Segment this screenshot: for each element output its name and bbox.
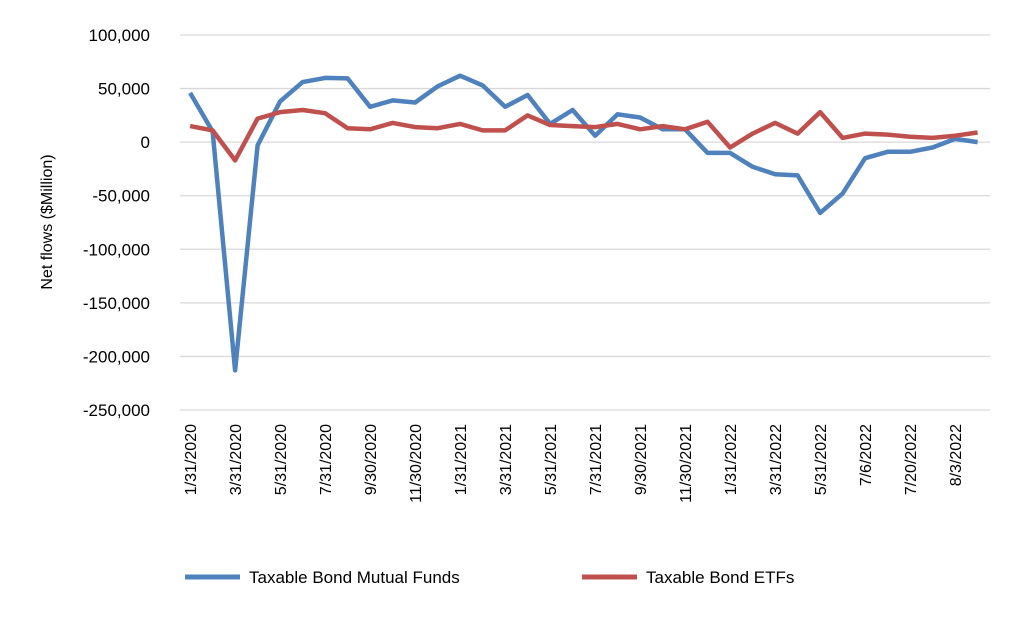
x-tick-label: 5/31/2021 [543,424,560,495]
y-tick-label: -150,000 [83,294,150,313]
y-tick-label: -250,000 [83,401,150,420]
x-tick-label: 5/31/2022 [813,424,830,495]
series-line-etfs [190,110,978,160]
x-axis-ticks: 1/31/2020 3/31/2020 5/31/2020 7/31/2020 9/30… [183,424,965,503]
y-tick-label: -200,000 [83,347,150,366]
x-tick-label: 5/31/2020 [273,424,290,495]
x-tick-label: 3/31/2020 [228,424,245,495]
x-tick-label: 3/31/2022 [768,424,785,495]
legend-label-mutual-funds: Taxable Bond Mutual Funds [249,568,460,587]
x-tick-label: 11/30/2021 [678,424,695,503]
y-tick-label: 100,000 [89,26,150,45]
y-tick-label: 50,000 [98,80,150,99]
x-tick-label: 7/6/2022 [858,424,875,486]
x-tick-label: 11/30/2020 [408,424,425,503]
y-tick-label: 0 [141,133,150,152]
x-tick-label: 1/31/2021 [453,424,470,495]
series-line-mutual-funds [190,76,978,371]
legend-label-etfs: Taxable Bond ETFs [646,568,794,587]
y-tick-label: -50,000 [92,187,150,206]
y-axis-label: Net flows ($Million) [39,154,56,289]
x-tick-label: 9/30/2020 [363,424,380,495]
x-tick-label: 7/31/2021 [588,424,605,495]
x-tick-label: 7/31/2020 [318,424,335,495]
gridlines [180,35,990,410]
x-tick-label: 7/20/2022 [903,424,920,495]
y-tick-label: -100,000 [83,240,150,259]
x-tick-label: 9/30/2021 [633,424,650,495]
x-tick-label: 8/3/2022 [948,424,965,486]
legend: Taxable Bond Mutual Funds Taxable Bond E… [185,568,794,587]
x-tick-label: 1/31/2022 [723,424,740,495]
x-tick-label: 3/31/2021 [498,424,515,495]
y-axis-ticks: 100,000 50,000 0 -50,000 -100,000 -150,000 -20… [83,26,150,420]
x-tick-label: 1/31/2020 [183,424,200,495]
series-lines [190,76,978,371]
